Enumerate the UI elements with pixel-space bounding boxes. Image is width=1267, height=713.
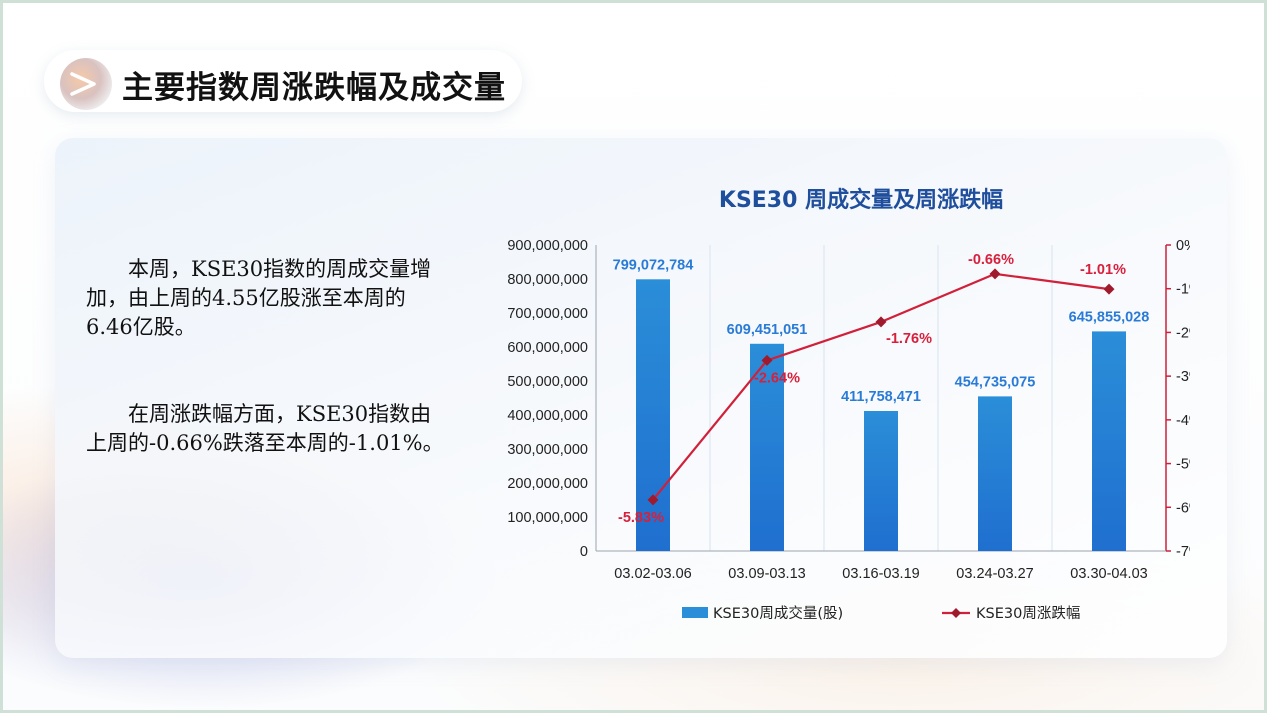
x-tick-label: 03.16-03.19 bbox=[842, 566, 919, 582]
line-data-label: -2.64% bbox=[754, 370, 800, 386]
bar-data-label: 411,758,471 bbox=[841, 389, 921, 405]
right-tick-label: -3% bbox=[1176, 369, 1190, 385]
x-tick-label: 03.09-03.13 bbox=[728, 566, 805, 582]
left-tick-label: 500,000,000 bbox=[507, 374, 588, 390]
right-tick-label: -7% bbox=[1176, 544, 1190, 560]
line-data-label: -1.01% bbox=[1080, 262, 1126, 278]
chart-title: KSE30 周成交量及周涨跌幅 bbox=[719, 187, 1003, 213]
left-tick-label: 0 bbox=[580, 544, 588, 560]
summary-paragraph-volume: 本周，KSE30指数的周成交量增加，由上周的4.55亿股涨至本周的6.46亿股。 bbox=[86, 257, 432, 339]
bar-data-label: 645,855,028 bbox=[1069, 309, 1150, 325]
x-tick-label: 03.24-03.27 bbox=[956, 566, 1033, 582]
bar-data-label: 609,451,051 bbox=[727, 322, 808, 338]
x-tick-label: 03.30-04.03 bbox=[1070, 566, 1147, 582]
legend-line-label: KSE30周涨跌幅 bbox=[976, 605, 1080, 622]
combo-chart: KSE30 周成交量及周涨跌幅 0 100,000,000 200,000,000 30… bbox=[507, 187, 1190, 622]
left-tick-label: 200,000,000 bbox=[507, 476, 588, 492]
bar bbox=[978, 396, 1012, 551]
line-data-label: -0.66% bbox=[968, 252, 1014, 268]
x-tick-label: 03.02-03.06 bbox=[614, 566, 691, 582]
left-tick-label: 400,000,000 bbox=[507, 408, 588, 424]
right-tick-label: 0% bbox=[1176, 238, 1190, 254]
summary-paragraph-change: 在周涨跌幅方面，KSE30指数由上周的-0.66%跌落至本周的-1.01%。 bbox=[86, 402, 444, 455]
bar bbox=[1092, 331, 1126, 551]
line-point bbox=[761, 354, 773, 366]
right-tick-label: -1% bbox=[1176, 282, 1190, 298]
bar bbox=[636, 279, 670, 551]
line-point bbox=[875, 316, 887, 328]
left-tick-label: 800,000,000 bbox=[507, 272, 588, 288]
legend-line-marker bbox=[951, 608, 961, 618]
left-tick-label: 100,000,000 bbox=[507, 510, 588, 526]
legend-bar-label: KSE30周成交量(股) bbox=[713, 604, 843, 622]
right-tick-label: -2% bbox=[1176, 325, 1190, 341]
legend-bar-swatch bbox=[682, 607, 708, 618]
bar-data-label: 799,072,784 bbox=[613, 257, 694, 273]
arrow-icon bbox=[60, 58, 112, 110]
line-data-label: -1.76% bbox=[886, 331, 932, 347]
left-tick-label: 700,000,000 bbox=[507, 306, 588, 322]
line-point bbox=[1103, 283, 1115, 295]
bar bbox=[750, 343, 784, 551]
bar-data-label: 454,735,075 bbox=[955, 374, 1036, 390]
right-tick-label: -6% bbox=[1176, 500, 1190, 516]
line-point bbox=[989, 268, 1001, 280]
right-tick-label: -4% bbox=[1176, 413, 1190, 429]
bar bbox=[864, 411, 898, 551]
page-title: 主要指数周涨跌幅及成交量 bbox=[122, 70, 506, 106]
line-data-label: -5.83% bbox=[618, 510, 664, 526]
right-tick-label: -5% bbox=[1176, 457, 1190, 473]
left-tick-label: 600,000,000 bbox=[507, 340, 588, 356]
line-point bbox=[647, 494, 659, 506]
left-tick-label: 300,000,000 bbox=[507, 442, 588, 458]
title-pill bbox=[44, 50, 522, 112]
left-tick-label: 900,000,000 bbox=[507, 238, 588, 254]
